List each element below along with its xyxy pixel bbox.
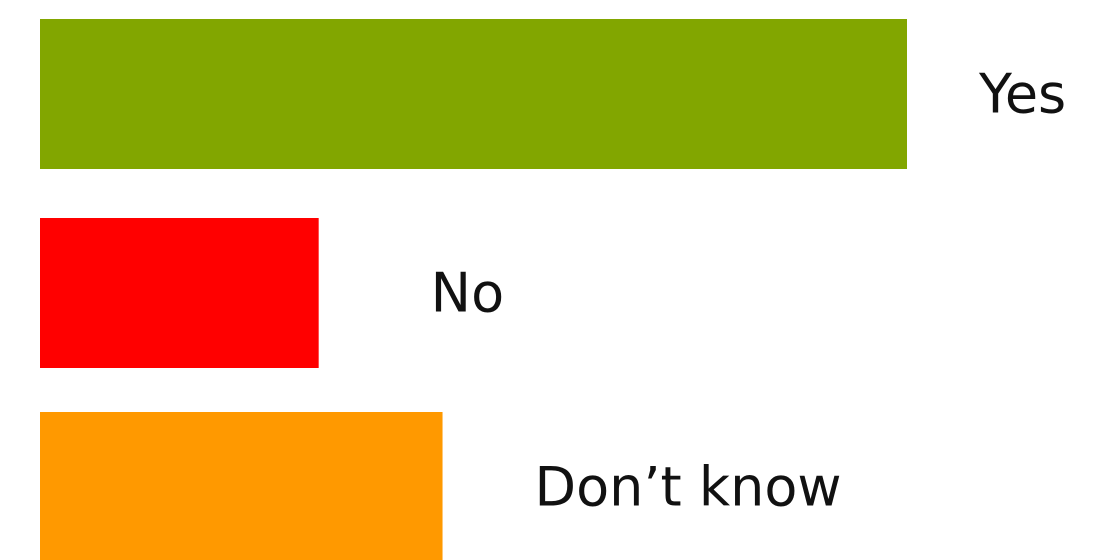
bar-label: Yes	[978, 63, 1066, 126]
bar-label: No	[431, 262, 504, 325]
bar-label: Don’t know	[535, 456, 842, 519]
bar	[40, 218, 319, 368]
bar	[40, 19, 907, 169]
bar	[40, 412, 443, 560]
